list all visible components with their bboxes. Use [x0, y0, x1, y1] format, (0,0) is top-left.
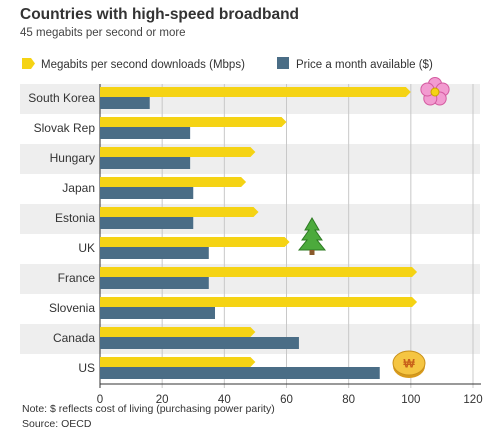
- legend-label-price: Price a month available ($): [296, 59, 433, 71]
- x-tick-label: 80: [342, 394, 355, 406]
- bar-mbps: [100, 177, 247, 187]
- bar-price: [100, 277, 209, 289]
- category-label: Japan: [62, 181, 95, 195]
- legend-label-mbps: Megabits per second downloads (Mbps): [41, 59, 245, 71]
- legend-swatch-mbps: [22, 58, 35, 69]
- category-label: Slovenia: [49, 301, 95, 315]
- bar-price: [100, 307, 216, 319]
- bar-price: [100, 217, 194, 229]
- bar-price: [100, 97, 150, 109]
- category-label: Slovak Rep: [34, 121, 96, 135]
- x-tick-label: 120: [463, 394, 482, 406]
- category-label: South Korea: [28, 91, 95, 105]
- x-tick-label: 40: [218, 394, 231, 406]
- bar-mbps: [100, 297, 418, 307]
- bar-mbps: [100, 207, 259, 217]
- category-label: France: [58, 271, 96, 285]
- chart-title: Countries with high-speed broadband: [20, 6, 299, 23]
- chart-subtitle: 45 megabits per second or more: [20, 27, 186, 39]
- bars: [100, 87, 418, 379]
- svg-text:₩: ₩: [403, 357, 415, 371]
- x-axis: 0 20 40 60 80 100 120: [97, 383, 483, 406]
- bar-mbps: [100, 237, 290, 247]
- bar-mbps: [100, 327, 256, 337]
- source-text: Source: OECD: [22, 418, 92, 430]
- coin-icon: ₩: [392, 350, 426, 378]
- bar-price: [100, 157, 191, 169]
- bar-price: [100, 367, 380, 379]
- category-label: Canada: [53, 331, 95, 345]
- note-text: Note: $ reflects cost of living (purchas…: [22, 403, 275, 415]
- x-tick-label: 0: [97, 394, 103, 406]
- category-label: Estonia: [55, 211, 95, 225]
- x-tick-label: 20: [156, 394, 169, 406]
- legend: Megabits per second downloads (Mbps) Pri…: [22, 57, 433, 71]
- category-label: Hungary: [50, 151, 95, 165]
- bar-price: [100, 337, 299, 349]
- bar-price: [100, 247, 209, 259]
- bar-mbps: [100, 267, 418, 277]
- category-label: US: [78, 361, 95, 375]
- tree-icon: [297, 217, 327, 255]
- bar-price: [100, 127, 191, 139]
- bar-mbps: [100, 147, 256, 157]
- legend-swatch-price: [277, 57, 289, 69]
- x-tick-label: 100: [401, 394, 420, 406]
- bar-mbps: [100, 117, 287, 127]
- bar-mbps: [100, 357, 256, 367]
- x-tick-label: 60: [280, 394, 293, 406]
- category-label: UK: [78, 241, 95, 255]
- decorations: ₩: [297, 77, 450, 378]
- category-labels: South Korea Slovak Rep Hungary Japan Estonia…: [28, 91, 95, 375]
- flower-icon: [420, 77, 450, 106]
- bar-mbps: [100, 87, 411, 97]
- bar-price: [100, 187, 194, 199]
